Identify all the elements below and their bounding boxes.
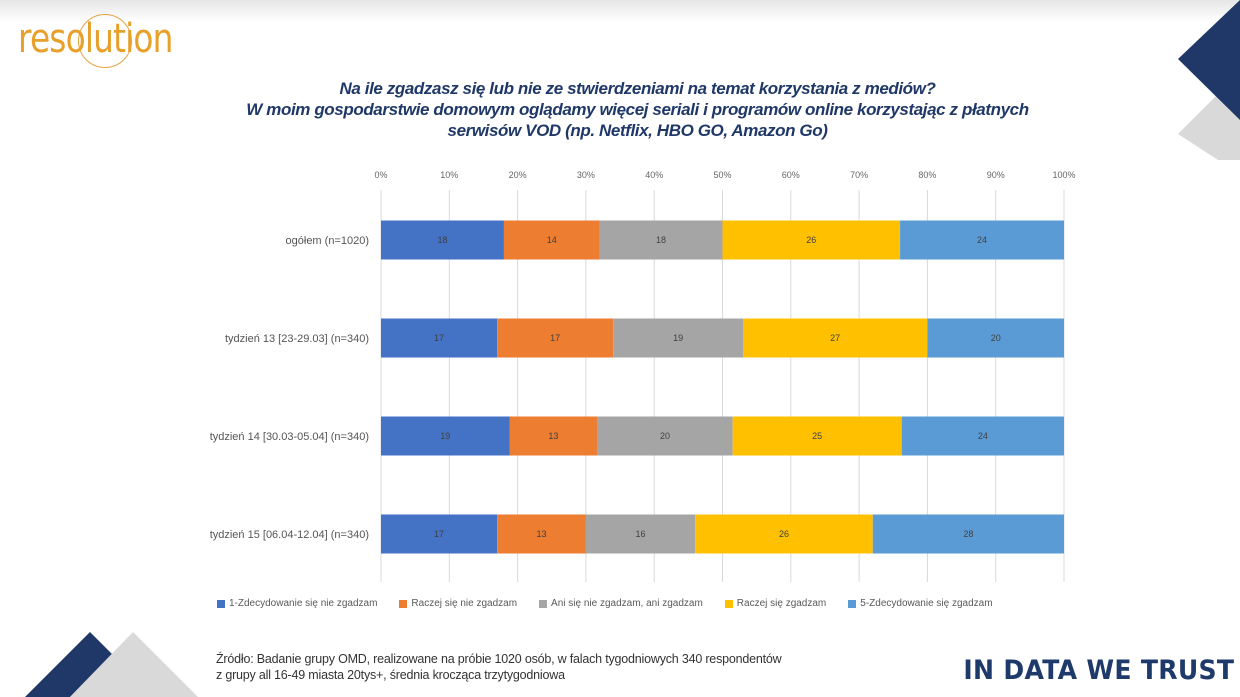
category-label: tydzień 14 [30.03-05.04] (n=340)	[210, 431, 369, 443]
title-line: Na ile zgadzasz się lub nie ze stwierdze…	[339, 79, 936, 98]
data-label: 25	[812, 431, 822, 441]
legend-swatch	[848, 599, 857, 608]
bar-segment	[503, 220, 600, 260]
bars: 18 14 18 26 24 17 17 19 27 20 19 13 20 25 24 17 13 16 26 28	[381, 220, 1064, 554]
bar-segment	[497, 318, 614, 358]
x-tick-label: 80%	[918, 170, 936, 180]
logo-text: resolution	[18, 16, 173, 62]
legend-swatch	[217, 599, 225, 608]
x-tick-label: 20%	[509, 170, 527, 180]
corner-decoration-top-right	[1178, 0, 1240, 160]
bar-segment	[901, 416, 1064, 456]
logo-ring-icon	[78, 14, 132, 68]
data-label: 19	[440, 431, 450, 441]
category-label: tydzień 15 [06.04-12.04] (n=340)	[210, 529, 369, 541]
bar-segment	[732, 416, 902, 456]
bar-segment	[381, 318, 498, 358]
category-label: ogółem (n=1020)	[286, 235, 369, 247]
bar-segment	[900, 220, 1064, 260]
resolution-logo: resolution	[18, 10, 188, 70]
bar-segment	[585, 514, 696, 554]
data-label: 24	[978, 431, 988, 441]
x-tick-label: 100%	[1052, 170, 1075, 180]
source-line: Źródło: Badanie grupy OMD, realizowane n…	[216, 652, 782, 666]
bar-segment	[509, 416, 598, 456]
data-label: 13	[536, 529, 546, 539]
data-label: 18	[656, 235, 666, 245]
legend-item: Raczej się zgadzam	[724, 598, 827, 609]
bar-segment	[742, 318, 928, 358]
data-label: 13	[548, 431, 558, 441]
legend-swatch	[399, 599, 408, 608]
data-label: 14	[547, 235, 557, 245]
data-label: 24	[977, 235, 987, 245]
bar-segment	[597, 416, 733, 456]
x-tick-label: 70%	[850, 170, 868, 180]
category-labels: ogółem (n=1020) tydzień 13 [23-29.03] (n=…	[210, 235, 369, 541]
data-label: 18	[437, 235, 447, 245]
title-line: serwisów VOD (np. Netflix, HBO GO, Amazo…	[447, 121, 828, 140]
x-axis-ticks: 0% 10% 20% 30% 40% 50% 60% 70% 80% 90% 100%	[374, 170, 1075, 180]
source-line: z grupy all 16-49 miasta 20tys+, średnia…	[216, 668, 565, 682]
legend-label: Ani się nie zgadzam, ani zgadzam	[551, 598, 703, 609]
corner-navy-shape	[25, 632, 112, 697]
chart-title: Na ile zgadzasz się lub nie ze stwierdze…	[160, 78, 1115, 141]
bar-segment	[722, 220, 901, 260]
data-label: 26	[806, 235, 816, 245]
corner-decoration-bottom-left	[25, 632, 198, 697]
bar-segment	[927, 318, 1064, 358]
tagline: IN DATA WE TRUST	[963, 655, 1234, 686]
corner-gray-triangle	[70, 632, 198, 697]
data-label: 16	[636, 529, 646, 539]
x-tick-label: 90%	[987, 170, 1005, 180]
legend-item: Ani się nie zgadzam, ani zgadzam	[539, 598, 703, 609]
source-note: Źródło: Badanie grupy OMD, realizowane n…	[216, 651, 782, 683]
bar-segment	[872, 514, 1064, 554]
legend-label: Raczej się zgadzam	[736, 598, 827, 609]
x-tick-label: 10%	[440, 170, 458, 180]
data-label: 19	[673, 333, 683, 343]
legend-label: 5-Zdecydowanie się zgadzam	[860, 598, 993, 609]
data-label: 20	[991, 333, 1001, 343]
legend-swatch	[539, 599, 548, 608]
legend-label: Raczej się nie zgadzam	[411, 598, 518, 609]
x-tick-label: 50%	[713, 170, 731, 180]
bar-segment	[497, 514, 586, 554]
chart-legend: 1-Zdecydowanie się nie zgadzam Raczej się…	[217, 598, 993, 609]
x-tick-label: 40%	[645, 170, 663, 180]
x-tick-label: 30%	[577, 170, 595, 180]
top-shade	[0, 0, 1240, 22]
data-label: 17	[434, 333, 444, 343]
data-label: 17	[434, 529, 444, 539]
category-label: tydzień 13 [23-29.03] (n=340)	[225, 333, 369, 345]
data-label: 27	[830, 333, 840, 343]
x-tick-label: 0%	[374, 170, 387, 180]
legend-label: 1-Zdecydowanie się nie zgadzam	[229, 598, 378, 609]
legend-item: 1-Zdecydowanie się nie zgadzam	[217, 598, 377, 609]
bar-segment	[613, 318, 743, 358]
bar-segment	[599, 220, 723, 260]
data-label: 26	[779, 529, 789, 539]
bar-segment	[381, 514, 498, 554]
bar-segment	[381, 220, 504, 260]
legend-item: 5-Zdecydowanie się zgadzam	[848, 598, 993, 609]
bar-segment	[695, 514, 873, 554]
bar-segment	[381, 416, 510, 456]
data-label: 28	[963, 529, 973, 539]
data-label: 17	[550, 333, 560, 343]
legend-swatch	[724, 599, 733, 608]
title-line: W moim gospodarstwie domowym oglądamy wi…	[246, 100, 1029, 119]
data-label: 20	[660, 431, 670, 441]
legend-item: Raczej się nie zgadzam	[399, 598, 517, 609]
corner-navy-triangle	[1178, 0, 1240, 120]
x-tick-label: 60%	[782, 170, 800, 180]
